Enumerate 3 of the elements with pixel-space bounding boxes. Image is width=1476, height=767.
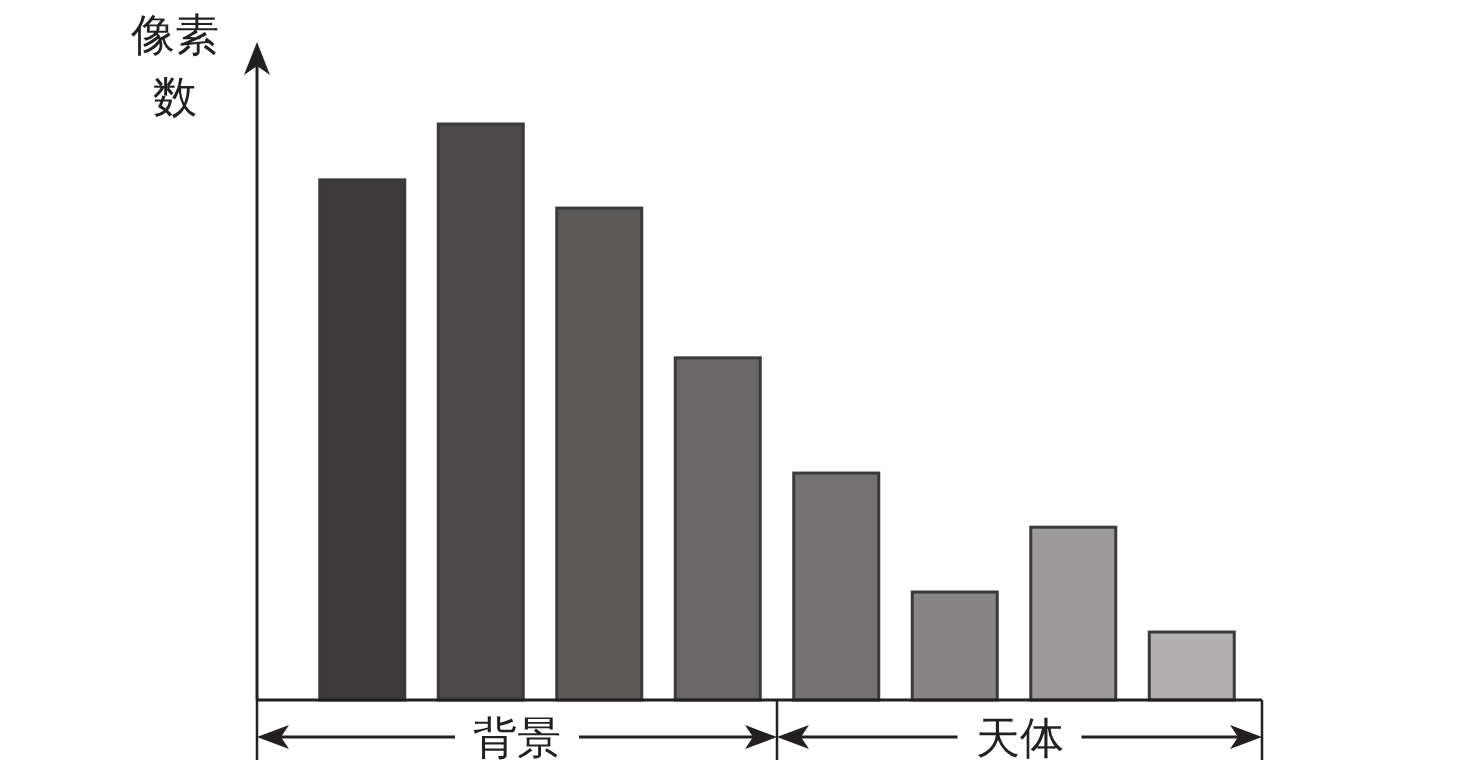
text: 背景 [473, 712, 561, 763]
text: 天体 [975, 712, 1064, 763]
y-axis-title: 像素数 [131, 9, 219, 122]
